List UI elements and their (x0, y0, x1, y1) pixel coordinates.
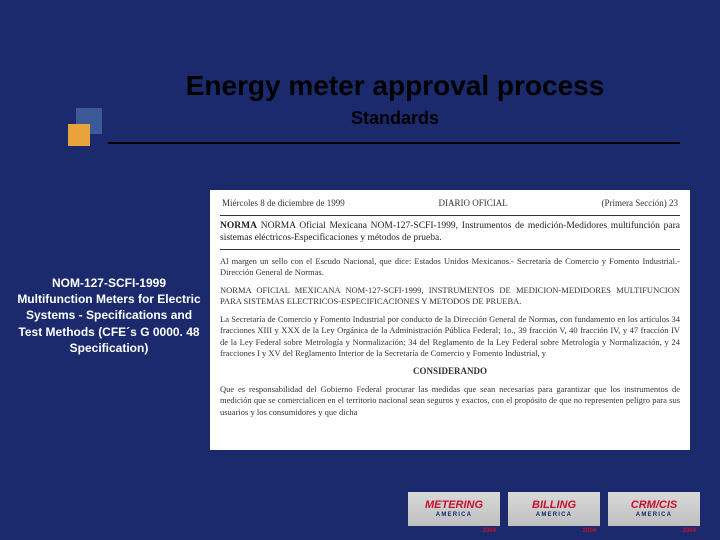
doc-paragraph: NORMA OFICIAL MEXICANA NOM-127-SCFI-1999… (220, 285, 680, 308)
logo-crmcis: CRM/CIS AMERICA 2004 (608, 492, 700, 526)
logo-year: 2004 (583, 528, 596, 534)
logo-main-text: CRM/CIS (631, 500, 677, 511)
logo-main-text: BILLING (532, 500, 576, 511)
logo-year: 2004 (483, 528, 496, 534)
document-scan: Miércoles 8 de diciembre de 1999 DIARIO … (210, 190, 690, 450)
doc-header: Miércoles 8 de diciembre de 1999 DIARIO … (220, 198, 680, 212)
doc-header-publication: DIARIO OFICIAL (438, 198, 507, 208)
logo-sub-text: AMERICA (636, 512, 672, 518)
doc-considerando: CONSIDERANDO (220, 365, 680, 377)
doc-norma-text: NORMA Oficial Mexicana NOM-127-SCFI-1999… (220, 221, 680, 243)
slide-title: Energy meter approval process (110, 70, 680, 102)
slide: Energy meter approval process Standards … (0, 0, 720, 540)
decorative-squares (68, 108, 108, 148)
doc-header-page: (Primera Sección) 23 (602, 198, 678, 208)
square-orange (68, 124, 90, 146)
doc-body: Al margen un sello con el Escudo Naciona… (220, 256, 680, 418)
title-underline (108, 142, 680, 144)
logo-metering: METERING AMERICA 2004 (408, 492, 500, 526)
doc-rule (220, 215, 680, 216)
doc-rule (220, 249, 680, 250)
logo-billing: BILLING AMERICA 2004 (508, 492, 600, 526)
doc-paragraph: La Secretaría de Comercio y Fomento Indu… (220, 314, 680, 360)
logo-year: 2004 (683, 528, 696, 534)
logo-sub-text: AMERICA (436, 512, 472, 518)
doc-norma-title: NORMA NORMA Oficial Mexicana NOM-127-SCF… (220, 220, 680, 245)
doc-paragraph: Al margen un sello con el Escudo Naciona… (220, 256, 680, 279)
footer-logos: METERING AMERICA 2004 BILLING AMERICA 20… (408, 492, 700, 526)
doc-header-date: Miércoles 8 de diciembre de 1999 (222, 198, 345, 208)
title-area: Energy meter approval process Standards (110, 70, 680, 129)
logo-main-text: METERING (425, 500, 483, 511)
logo-sub-text: AMERICA (536, 512, 572, 518)
slide-subtitle: Standards (110, 108, 680, 129)
doc-paragraph: Que es responsabilidad del Gobierno Fede… (220, 384, 680, 418)
sidebar-description: NOM-127-SCFI-1999 Multifunction Meters f… (14, 275, 204, 356)
